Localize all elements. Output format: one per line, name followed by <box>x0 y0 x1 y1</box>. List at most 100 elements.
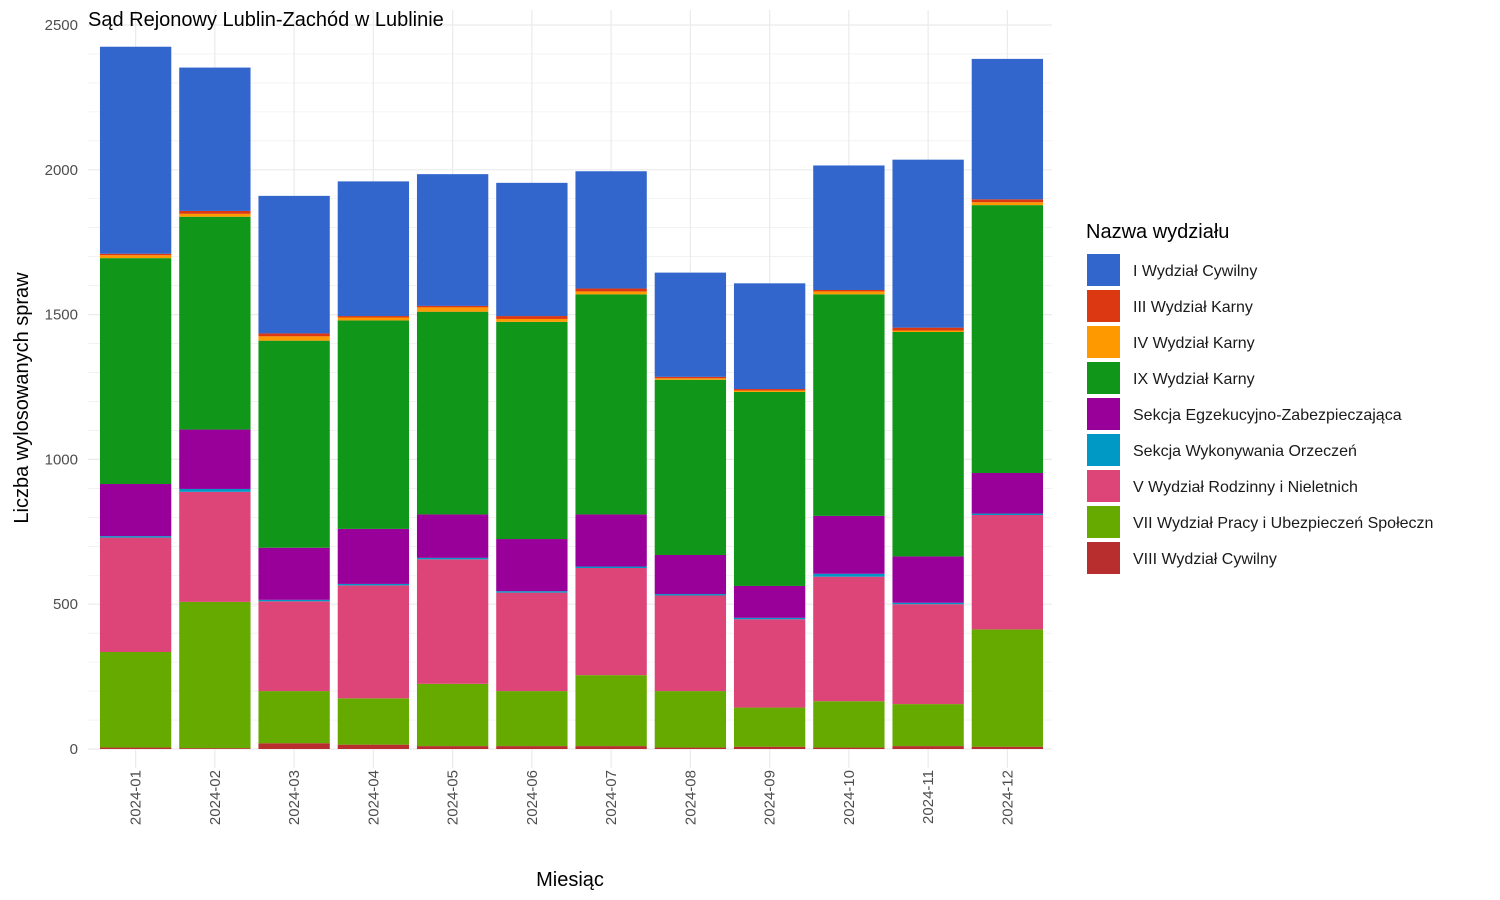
bar-segment <box>733 585 806 618</box>
bar-segment <box>971 58 1044 200</box>
bar-segment <box>258 340 330 548</box>
bar-segment <box>496 539 568 592</box>
legend-title: Nazwa wydziału <box>1086 221 1229 243</box>
bar-segment <box>99 747 172 749</box>
bar-segment <box>496 592 568 692</box>
bar-segment <box>179 67 251 211</box>
y-tick-label: 2000 <box>45 162 78 179</box>
legend-label: VIII Wydział Cywilny <box>1133 551 1277 568</box>
bar-segment <box>813 747 885 749</box>
bar-segment <box>179 748 251 749</box>
y-tick-label: 1500 <box>45 307 78 324</box>
bar-segment <box>654 595 727 692</box>
bar-segment <box>971 199 1044 203</box>
legend-label: Sekcja Egzekucyjno-Zabezpieczająca <box>1133 407 1402 424</box>
bar-segment <box>892 331 964 557</box>
legend-swatch <box>1087 506 1120 538</box>
bar-segment <box>258 195 330 334</box>
legend-swatch <box>1087 542 1120 574</box>
bar-segment <box>733 746 806 749</box>
legend-label: IV Wydział Karny <box>1133 335 1255 352</box>
bar-segment <box>813 289 885 292</box>
bar-segment <box>654 379 727 555</box>
bar-segment <box>971 629 1044 747</box>
x-axis-title: Miesiąc <box>536 869 604 891</box>
legend-swatch <box>1087 362 1120 394</box>
bar-segment <box>416 683 489 747</box>
bar-segment <box>733 617 806 620</box>
bar-segment <box>337 181 410 317</box>
bar-segment <box>892 556 964 603</box>
y-axis-title: Liczba wylosowanych spraw <box>11 272 33 524</box>
bar-segment <box>179 213 251 217</box>
legend-swatch <box>1087 326 1120 358</box>
bar-segment <box>575 746 647 749</box>
bar-segment <box>337 528 410 584</box>
bar-segment <box>813 294 885 516</box>
bar-segment <box>892 604 964 705</box>
bar-segment <box>179 491 251 602</box>
bar-segment <box>337 316 410 318</box>
legend-label: III Wydział Karny <box>1133 299 1253 316</box>
bar-segment <box>99 255 172 259</box>
bar-segment <box>654 378 727 380</box>
bar-segment <box>99 537 172 652</box>
x-tick-label: 2024-08 <box>682 770 699 825</box>
x-tick-label: 2024-01 <box>128 770 145 825</box>
bar-segment <box>654 272 727 377</box>
bar-segment <box>575 294 647 515</box>
bar-segment <box>258 601 330 692</box>
bar-segment <box>99 651 172 748</box>
bar-segment <box>416 307 489 312</box>
bar-segment <box>813 701 885 748</box>
bar-segment <box>892 704 964 747</box>
bar-segment <box>496 316 568 319</box>
legend-label: Sekcja Wykonywania Orzeczeń <box>1133 443 1357 460</box>
bar-segment <box>179 429 251 489</box>
bar-segment <box>99 258 172 485</box>
bar-segment <box>179 210 251 214</box>
x-tick-label: 2024-07 <box>603 770 620 825</box>
bar-segment <box>813 515 885 574</box>
bar-segment <box>99 536 172 538</box>
legend-swatch <box>1087 434 1120 466</box>
bar-segment <box>416 559 489 684</box>
legend-label: V Wydział Rodzinny i Nieletnich <box>1133 479 1358 496</box>
bar-segment <box>813 165 885 290</box>
bar-segment <box>733 707 806 747</box>
x-tick-label: 2024-02 <box>207 770 224 825</box>
bar-segment <box>416 557 489 560</box>
x-tick-label: 2024-05 <box>445 770 462 825</box>
bar-segment <box>416 305 489 308</box>
bar-segment <box>496 691 568 747</box>
bar-segment <box>575 514 647 567</box>
bar-segment <box>971 205 1044 474</box>
bar-segment <box>971 513 1044 516</box>
bar-segment <box>971 746 1044 749</box>
bar-segment <box>416 746 489 749</box>
bar-segment <box>892 327 964 331</box>
bar-segment <box>575 291 647 295</box>
bar-segment <box>258 743 330 749</box>
bar-segment <box>258 547 330 600</box>
bar-segment <box>575 568 647 676</box>
bar-segment <box>258 333 330 337</box>
y-tick-label: 2500 <box>45 17 78 34</box>
x-tick-label: 2024-12 <box>999 770 1016 825</box>
legend-label: I Wydział Cywilny <box>1133 263 1257 280</box>
bar-segment <box>971 202 1044 206</box>
x-tick-label: 2024-03 <box>286 770 303 825</box>
bar-segment <box>496 182 568 317</box>
bar-segment <box>179 216 251 430</box>
bar-segment <box>892 746 964 749</box>
y-axis: 0 500 1000 1500 2000 2500 <box>45 17 78 758</box>
bar-segment <box>416 311 489 515</box>
x-tick-label: 2024-11 <box>920 770 937 824</box>
legend-label: VII Wydział Pracy i Ubezpieczeń Społeczn <box>1133 515 1433 532</box>
bar-segment <box>575 675 647 747</box>
x-tick-label: 2024-06 <box>524 770 541 825</box>
bar-segment <box>99 253 172 256</box>
y-tick-label: 500 <box>53 596 78 613</box>
bar-segment <box>337 317 410 321</box>
